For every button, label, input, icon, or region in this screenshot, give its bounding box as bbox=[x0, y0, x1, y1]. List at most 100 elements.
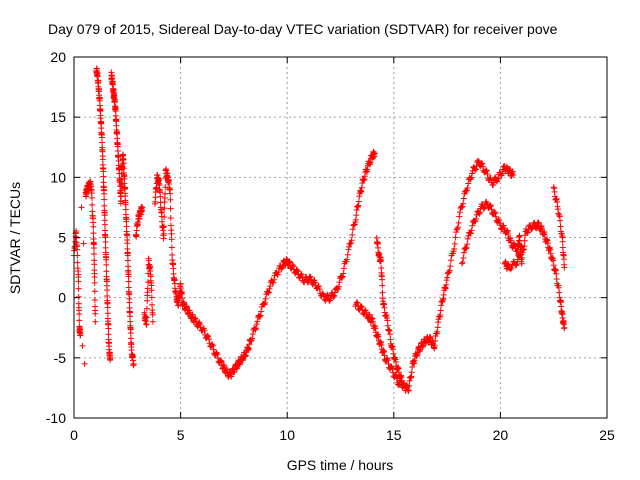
data-point bbox=[270, 276, 277, 283]
data-point bbox=[480, 205, 487, 212]
data-point bbox=[143, 305, 150, 312]
data-point bbox=[346, 243, 353, 250]
data-point bbox=[444, 270, 451, 277]
data-point bbox=[497, 171, 504, 178]
data-point bbox=[516, 232, 523, 239]
data-point bbox=[483, 167, 490, 174]
data-point bbox=[294, 268, 301, 275]
data-point bbox=[130, 360, 137, 367]
data-point bbox=[460, 200, 467, 207]
data-point bbox=[335, 283, 342, 290]
data-point bbox=[149, 318, 156, 325]
data-point bbox=[254, 318, 261, 325]
data-point bbox=[101, 212, 108, 219]
data-point bbox=[474, 157, 481, 164]
data-point bbox=[488, 206, 495, 213]
data-point bbox=[316, 286, 323, 293]
data-point bbox=[465, 180, 472, 187]
data-point bbox=[393, 372, 400, 379]
data-point bbox=[74, 252, 81, 259]
data-point bbox=[75, 285, 82, 292]
data-point bbox=[492, 174, 499, 181]
data-point bbox=[104, 287, 111, 294]
data-point bbox=[90, 245, 97, 252]
x-tick-label: 5 bbox=[177, 427, 185, 443]
data-point bbox=[494, 176, 501, 183]
data-point bbox=[291, 269, 298, 276]
chart-title: Day 079 of 2015, Sidereal Day-to-day VTE… bbox=[48, 21, 558, 37]
data-point bbox=[195, 320, 202, 327]
data-point bbox=[149, 301, 156, 308]
data-point bbox=[557, 217, 564, 224]
data-point bbox=[469, 170, 476, 177]
data-point bbox=[389, 365, 396, 372]
data-point bbox=[161, 213, 168, 220]
data-point bbox=[91, 279, 98, 286]
data-point bbox=[74, 259, 81, 266]
data-point bbox=[521, 237, 528, 244]
data-point bbox=[556, 289, 563, 296]
data-point bbox=[298, 271, 305, 278]
data-point bbox=[160, 227, 167, 234]
data-point bbox=[197, 321, 204, 328]
data-point bbox=[451, 245, 458, 252]
data-point bbox=[270, 279, 277, 286]
data-point bbox=[484, 171, 491, 178]
data-point bbox=[124, 257, 131, 264]
data-point bbox=[144, 297, 151, 304]
data-point bbox=[143, 314, 150, 321]
data-point bbox=[204, 332, 211, 339]
data-point bbox=[127, 313, 134, 320]
data-point bbox=[103, 256, 110, 263]
data-point bbox=[553, 270, 560, 277]
data-point bbox=[160, 223, 167, 230]
data-point bbox=[125, 278, 132, 285]
data-point bbox=[167, 205, 174, 212]
data-point bbox=[88, 194, 95, 201]
data-point bbox=[260, 300, 267, 307]
data-point bbox=[101, 196, 108, 203]
data-point bbox=[510, 258, 517, 265]
data-point bbox=[75, 293, 82, 300]
data-point bbox=[167, 214, 174, 221]
data-point bbox=[456, 209, 463, 216]
data-point bbox=[371, 150, 378, 157]
y-axis-label: SDTVAR / TECUs bbox=[7, 182, 23, 294]
data-point bbox=[275, 269, 282, 276]
data-point bbox=[472, 166, 479, 173]
data-point bbox=[107, 354, 114, 361]
data-point bbox=[487, 174, 494, 181]
data-point bbox=[451, 240, 458, 247]
data-point bbox=[468, 174, 475, 181]
data-point bbox=[77, 330, 84, 337]
data-point bbox=[208, 342, 215, 349]
data-point bbox=[336, 279, 343, 286]
data-point bbox=[91, 296, 98, 303]
data-point bbox=[499, 170, 506, 177]
x-tick-label: 25 bbox=[599, 427, 615, 443]
data-point bbox=[339, 273, 346, 280]
data-point bbox=[358, 303, 365, 310]
data-point bbox=[456, 213, 463, 220]
data-point bbox=[479, 163, 486, 170]
data-point bbox=[319, 290, 326, 297]
data-point bbox=[74, 246, 81, 253]
data-point bbox=[256, 313, 263, 320]
data-point bbox=[468, 227, 475, 234]
data-point bbox=[80, 240, 87, 247]
data-point bbox=[122, 206, 129, 213]
data-point bbox=[464, 184, 471, 191]
data-point bbox=[139, 204, 146, 211]
data-point bbox=[212, 350, 219, 357]
data-point bbox=[72, 238, 79, 245]
data-point bbox=[472, 167, 479, 174]
data-point bbox=[487, 202, 494, 209]
x-tick-label: 0 bbox=[70, 427, 78, 443]
data-point bbox=[444, 274, 451, 281]
data-point bbox=[257, 312, 264, 319]
data-point bbox=[492, 213, 499, 220]
data-point bbox=[379, 282, 386, 289]
data-point bbox=[348, 237, 355, 244]
data-point bbox=[312, 279, 319, 286]
data-point bbox=[120, 160, 127, 167]
